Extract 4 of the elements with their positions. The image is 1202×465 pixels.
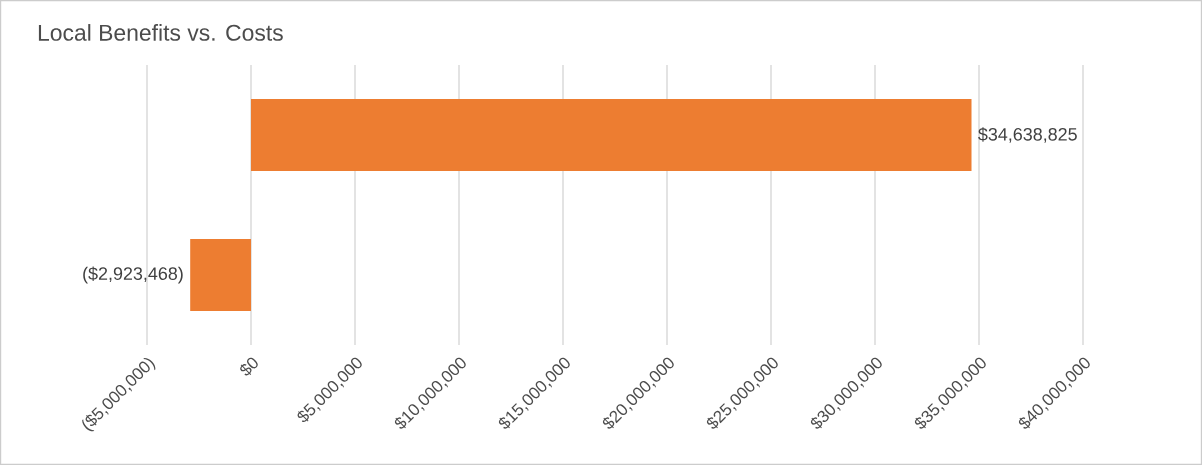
data-label: $34,638,825: [978, 127, 1077, 143]
chart-title: Local Benefits vs. Costs: [38, 24, 283, 41]
x-tick-label: $0: [240, 357, 258, 376]
data-label: ($2,923,468): [83, 266, 183, 284]
